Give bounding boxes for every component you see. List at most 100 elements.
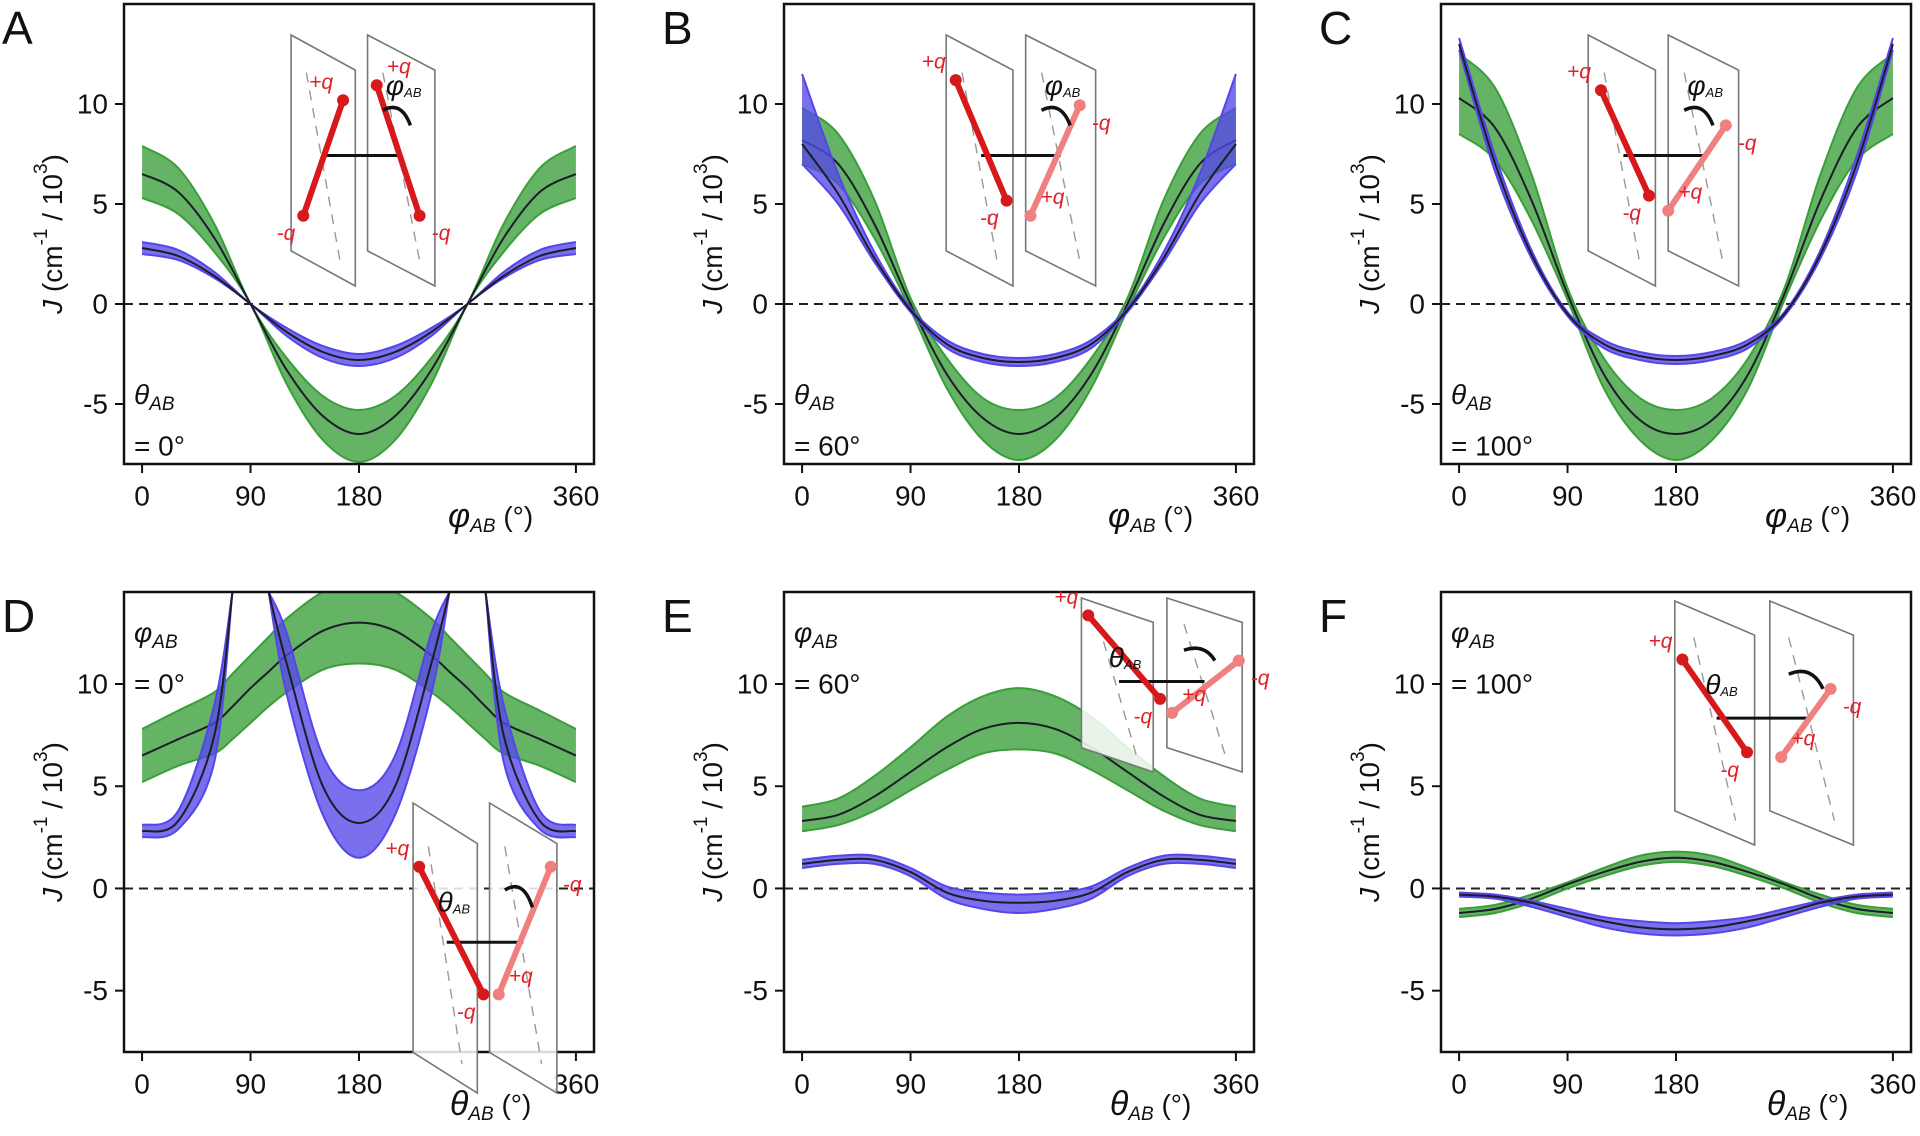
inset-dipole xyxy=(373,82,423,219)
annotation-symbol-part: φ xyxy=(134,617,152,648)
inset-label: -q xyxy=(457,1001,476,1024)
x-tick-label: 360 xyxy=(1213,1069,1260,1100)
x-tick-label: 360 xyxy=(1213,481,1260,512)
y-tick-label: 0 xyxy=(752,873,768,904)
annotation-value: = 60° xyxy=(794,669,860,700)
annotation-symbol: φAB xyxy=(1451,617,1495,654)
x-axis-label: θAB (°) xyxy=(450,1085,531,1125)
mean-line xyxy=(141,247,577,362)
inset-angle-label: φAB xyxy=(1687,70,1723,101)
y-tick-label: 0 xyxy=(752,289,768,320)
y-tick-label: -5 xyxy=(83,389,108,420)
y-tick-label: 10 xyxy=(737,669,768,700)
x-tick-label: 90 xyxy=(1552,1069,1583,1100)
inset-charge xyxy=(544,860,557,873)
inset-charge xyxy=(1000,194,1013,207)
inset-charge xyxy=(413,860,426,873)
plot-area xyxy=(784,73,1254,462)
x-tick-label: 180 xyxy=(996,481,1043,512)
inset-diagram: +q -q +q -q φAB xyxy=(922,33,1111,288)
x-axis-label: θAB (°) xyxy=(1110,1085,1191,1125)
band-edge xyxy=(1458,850,1894,910)
y-tick-label: 5 xyxy=(1409,771,1425,802)
y-tick-label: 10 xyxy=(1394,669,1425,700)
inset-label: -q xyxy=(1738,132,1757,155)
x-tick-label: 360 xyxy=(553,1069,600,1100)
inset-plane xyxy=(945,33,1014,288)
inset-charge xyxy=(1082,609,1095,622)
inset-plane xyxy=(488,801,558,1095)
inset-label: -q xyxy=(1622,202,1641,225)
annotation-symbol: θAB xyxy=(794,379,835,416)
x-tick-label: 0 xyxy=(1451,481,1467,512)
y-tick-label: 5 xyxy=(92,189,108,220)
inset-arc xyxy=(503,884,535,908)
inset-label: -q xyxy=(277,222,296,245)
mean-line xyxy=(801,721,1237,822)
annotation-symbol-part: φ xyxy=(1451,617,1469,648)
inset-charge xyxy=(1024,209,1037,222)
y-axis-label-part: J xyxy=(1354,299,1385,315)
y-axis-label-part: -1 xyxy=(31,817,52,834)
inset-charge xyxy=(1824,682,1837,695)
mean-line xyxy=(801,857,1237,904)
inset-label: -q xyxy=(1720,759,1739,782)
inset-dipole xyxy=(416,863,487,998)
band xyxy=(802,108,1236,460)
plot-area xyxy=(124,145,594,464)
x-tick-label: 180 xyxy=(1653,481,1700,512)
y-axis-label-part: (cm xyxy=(1354,245,1385,299)
mean-line xyxy=(1458,856,1894,914)
x-tick-label: 360 xyxy=(1870,1069,1917,1100)
inset-dash xyxy=(1603,72,1641,262)
band-edge xyxy=(141,592,577,827)
inset-charge xyxy=(297,209,310,222)
inset-dash xyxy=(1097,623,1137,755)
panel-label: D xyxy=(2,590,35,642)
x-tick-label: 180 xyxy=(1653,1069,1700,1100)
y-axis-label-part: (cm xyxy=(1354,833,1385,887)
annotation-symbol: θAB xyxy=(134,379,175,416)
y-tick-label: 10 xyxy=(1394,89,1425,120)
inset-plane xyxy=(1587,33,1657,288)
y-axis-label: J (cm-1 / 103) xyxy=(31,742,68,903)
band-edge xyxy=(1459,895,1893,937)
x-tick-label: 0 xyxy=(794,481,810,512)
inset-plane xyxy=(1080,596,1155,774)
x-tick-label: 90 xyxy=(1552,481,1583,512)
annotation-value: = 100° xyxy=(1451,669,1533,700)
x-tick-label: 0 xyxy=(134,481,150,512)
mean-line xyxy=(801,143,1237,364)
inset-charge xyxy=(1662,204,1675,217)
y-axis-label-part: -1 xyxy=(1348,817,1369,834)
inset-charge xyxy=(1643,189,1655,202)
inset-angle-label-part: φ xyxy=(1045,70,1063,101)
x-axis-label-part: (°) xyxy=(1156,501,1194,532)
y-axis-label-part: / 10 xyxy=(37,762,68,816)
inset-label: -q xyxy=(432,222,451,245)
y-axis-label-part: / 10 xyxy=(1354,174,1385,228)
annotation-symbol-part: θ xyxy=(794,379,809,410)
annotation-symbol: θAB xyxy=(1451,379,1492,416)
inset-label: +q xyxy=(509,965,533,988)
x-axis-label-part: AB xyxy=(469,516,496,537)
x-tick-label: 180 xyxy=(336,481,383,512)
y-axis-label-part: -1 xyxy=(691,817,712,834)
inset-dipole xyxy=(1778,685,1834,761)
inset-angle-label-part: θ xyxy=(1705,668,1720,699)
y-axis-label-part: / 10 xyxy=(697,762,728,816)
y-axis-label-part: (cm xyxy=(37,833,68,887)
annotation-symbol: φAB xyxy=(794,617,838,654)
y-tick-label: 0 xyxy=(1409,873,1425,904)
band-edge xyxy=(1458,37,1894,358)
x-axis-label: φAB (°) xyxy=(1108,497,1193,537)
x-axis-label-part: (°) xyxy=(1813,501,1851,532)
y-axis-label: J (cm-1 / 103) xyxy=(1348,154,1385,315)
y-tick-label: 10 xyxy=(737,89,768,120)
inset-label: +q xyxy=(1054,586,1078,609)
inset-dipole xyxy=(1679,656,1750,756)
y-tick-label: 0 xyxy=(1409,289,1425,320)
inset-diagram: +q -q +q -q θAB xyxy=(1648,599,1862,847)
inset-dipole xyxy=(1598,87,1652,199)
